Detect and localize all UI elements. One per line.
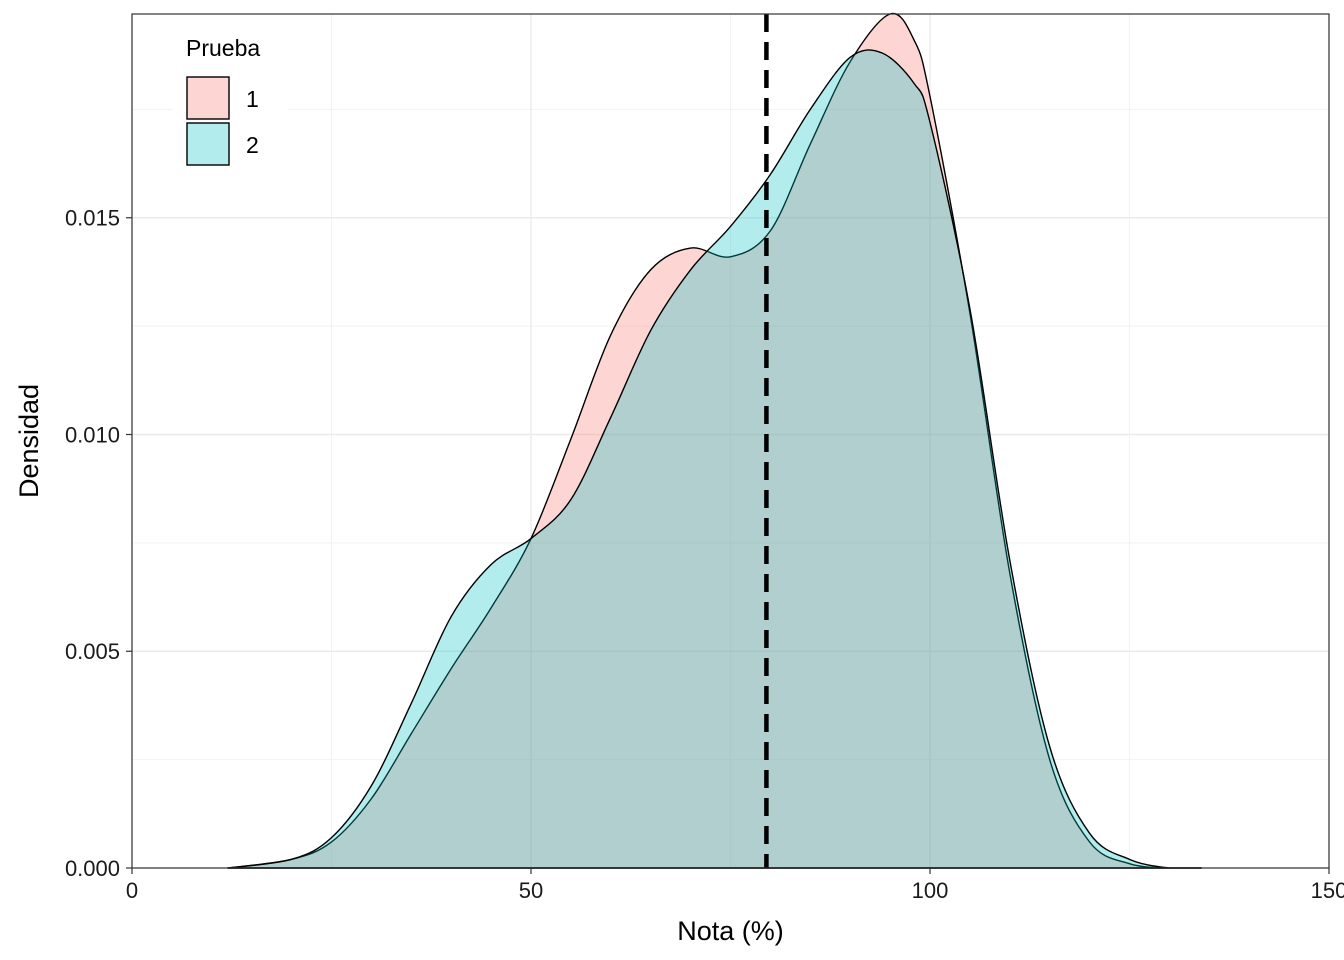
panel-border — [131, 13, 1330, 869]
x-tick-label: 50 — [519, 878, 543, 903]
legend: 1 2 Prueba — [172, 35, 288, 170]
density-areas — [227, 12, 1203, 869]
x-axis: 0 50 100 150 — [126, 868, 1344, 903]
legend-label-1: 1 — [246, 86, 259, 112]
x-tick-label: 0 — [126, 878, 138, 903]
y-tick-label: 0.005 — [65, 639, 120, 664]
x-tick-label: 150 — [1311, 878, 1344, 903]
density-area-series-2 — [227, 49, 1203, 869]
y-tick-label: 0.000 — [65, 856, 120, 881]
y-axis: 0.000 0.005 0.010 0.015 — [65, 206, 132, 881]
y-tick-label: 0.015 — [65, 206, 120, 231]
y-tick-label: 0.010 — [65, 422, 120, 447]
legend-key-1 — [186, 76, 230, 120]
density-area-series-1 — [227, 12, 1203, 869]
legend-background — [172, 66, 288, 170]
legend-title: Prueba — [186, 35, 260, 61]
x-tick-label: 100 — [912, 878, 949, 903]
legend-key-2 — [186, 122, 230, 166]
y-axis-title: Densidad — [14, 384, 44, 498]
x-axis-title: Nota (%) — [677, 916, 784, 946]
legend-label-2: 2 — [246, 132, 259, 158]
